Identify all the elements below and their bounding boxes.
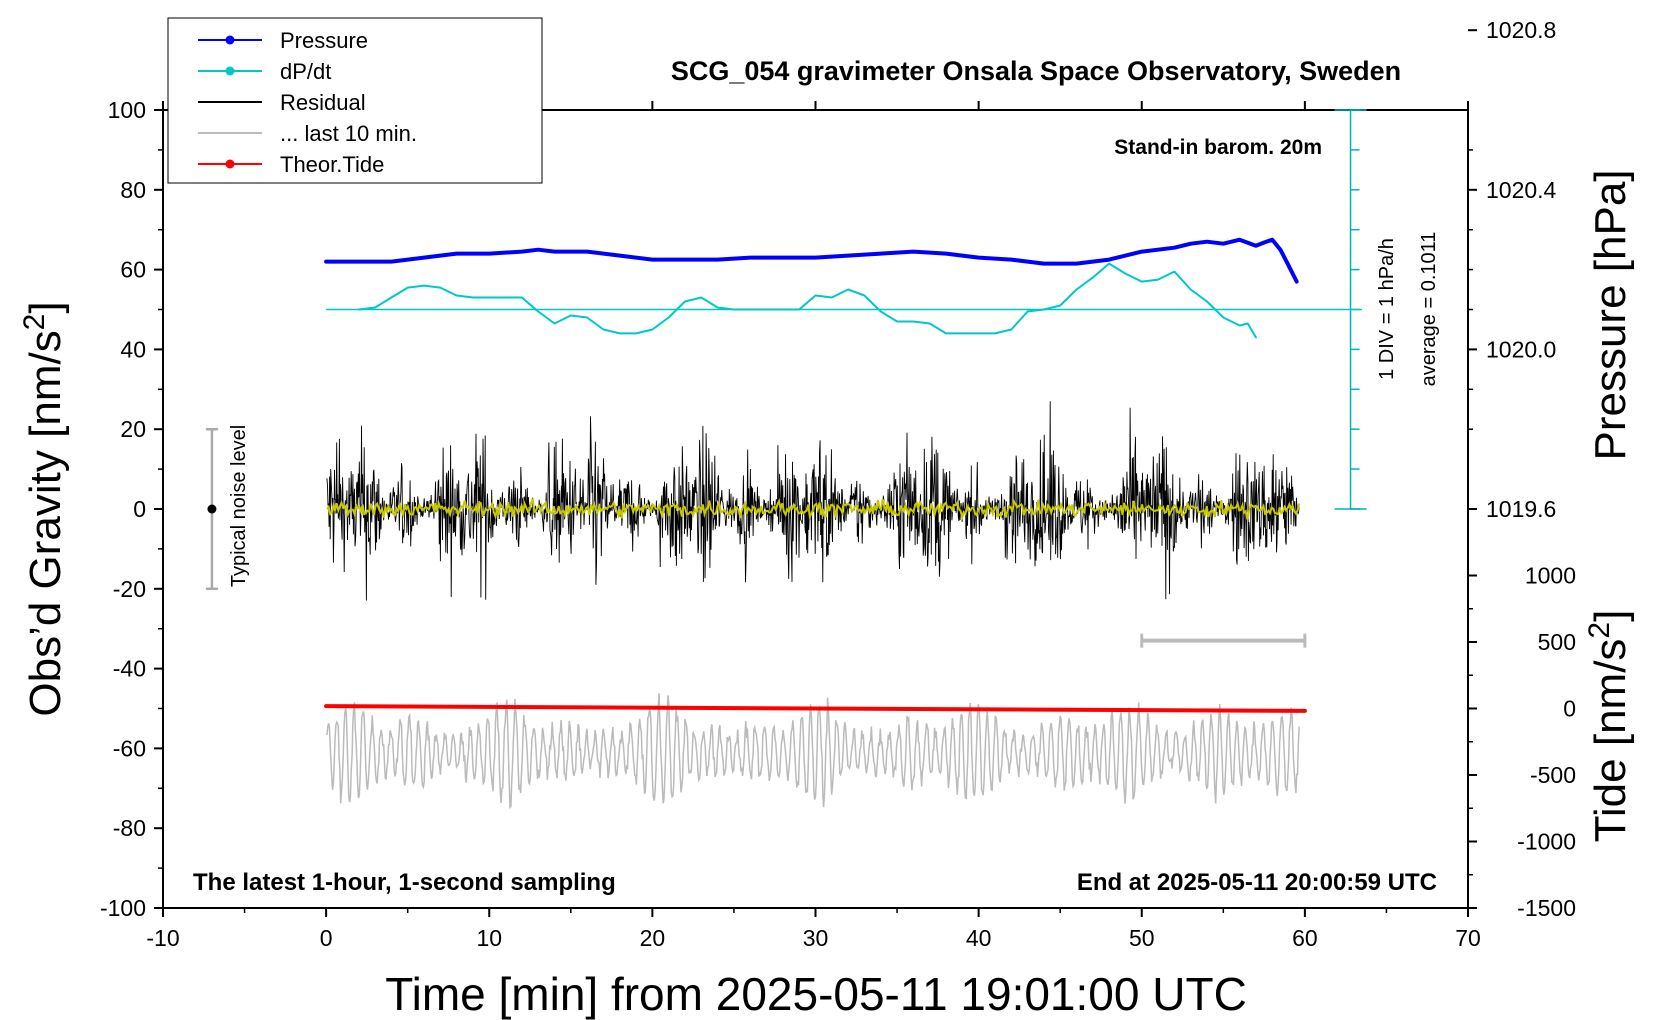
pressure-tick-label: 1020.0 [1486,336,1556,362]
tide-tick-label: -1000 [1517,829,1576,855]
average-label: average = 0.1011 [1418,232,1440,387]
legend-label: dP/dt [280,59,331,84]
tide-tick-label: -500 [1530,762,1576,788]
x-tick-label: 50 [1129,925,1155,951]
sampling-note: The latest 1-hour, 1-second sampling [193,869,616,896]
data-series [205,109,1367,713]
y-tick-label: -100 [100,895,146,921]
y-tick-label: 60 [120,257,146,283]
y-tick-label: 80 [120,177,146,203]
series-line-pressure [324,237,1299,284]
div-label: 1 DIV = 1 hPa/h [1376,238,1398,380]
legend-marker [225,66,235,76]
y-tick-label: 40 [120,336,146,362]
residual-smoothed-line [326,497,1301,521]
series-line-dp-dt [357,262,1257,339]
y-tick-label: -80 [113,815,146,841]
y-tick-label: -40 [113,656,146,682]
legend-label: ... last 10 min. [280,121,417,146]
legend-box [167,17,543,184]
x-tick-label: 0 [320,925,333,951]
chart-title: SCG_054 gravimeter Onsala Space Observat… [671,56,1401,86]
tide-axis-label: Tide [nm/s2] [1583,610,1635,843]
tide-tick-label: 500 [1538,629,1576,655]
tick-labels: -10 0 10 20 30 40 50 60 70100806040200-20-40-60-… [100,17,1576,951]
pressure-tick-label: 1020.8 [1486,17,1556,43]
legend-marker [225,35,235,45]
y-tick-label: 0 [133,496,146,522]
barometer-note: Stand-in barom. 20m [1114,136,1322,159]
tide-tick-label: -1500 [1517,895,1576,921]
x-tick-label: 70 [1455,925,1481,951]
legend-label: Residual [280,90,366,115]
residual-line [326,401,1300,601]
last10-series [326,693,1300,810]
x-tick-label: 60 [1292,925,1318,951]
legend-marker [225,159,235,169]
tide-tick-label: 1000 [1525,563,1576,589]
pressure-tick-label: 1020.4 [1486,177,1557,203]
pressure-axis-label: Pressure [hPa] [1586,169,1635,460]
end-time-note: End at 2025-05-11 20:00:59 UTC [1077,869,1437,896]
y-tick-label: -20 [113,576,146,602]
pressure-tick-label: 1019.6 [1486,496,1556,522]
legend-label: Theor.Tide [280,152,384,177]
y-tick-label: 20 [120,416,146,442]
y-tick-label: 100 [108,97,146,123]
legend-label: Pressure [280,28,368,53]
residual-series [326,401,1301,601]
x-tick-label: 30 [803,925,829,951]
x-axis-label: Time [min] from 2025-05-11 19:01:00 UTC [385,968,1247,1020]
x-tick-label: 20 [640,925,666,951]
noise-level-label: Typical noise level [228,425,250,587]
series-line-theor-tide [324,704,1307,713]
legend: Pressure dP/dt Residual ... last 10 min. The… [167,17,543,184]
x-tick-label: 10 [476,925,502,951]
y-tick-label: -60 [113,735,146,761]
left-axis-label: Obs’d Gravity [nm/s2] [18,301,70,716]
tide-tick-label: 0 [1563,696,1576,722]
x-tick-label: 40 [966,925,992,951]
last10-line [326,693,1300,810]
x-tick-label: -10 [146,925,179,951]
noise-level-point [207,504,217,514]
